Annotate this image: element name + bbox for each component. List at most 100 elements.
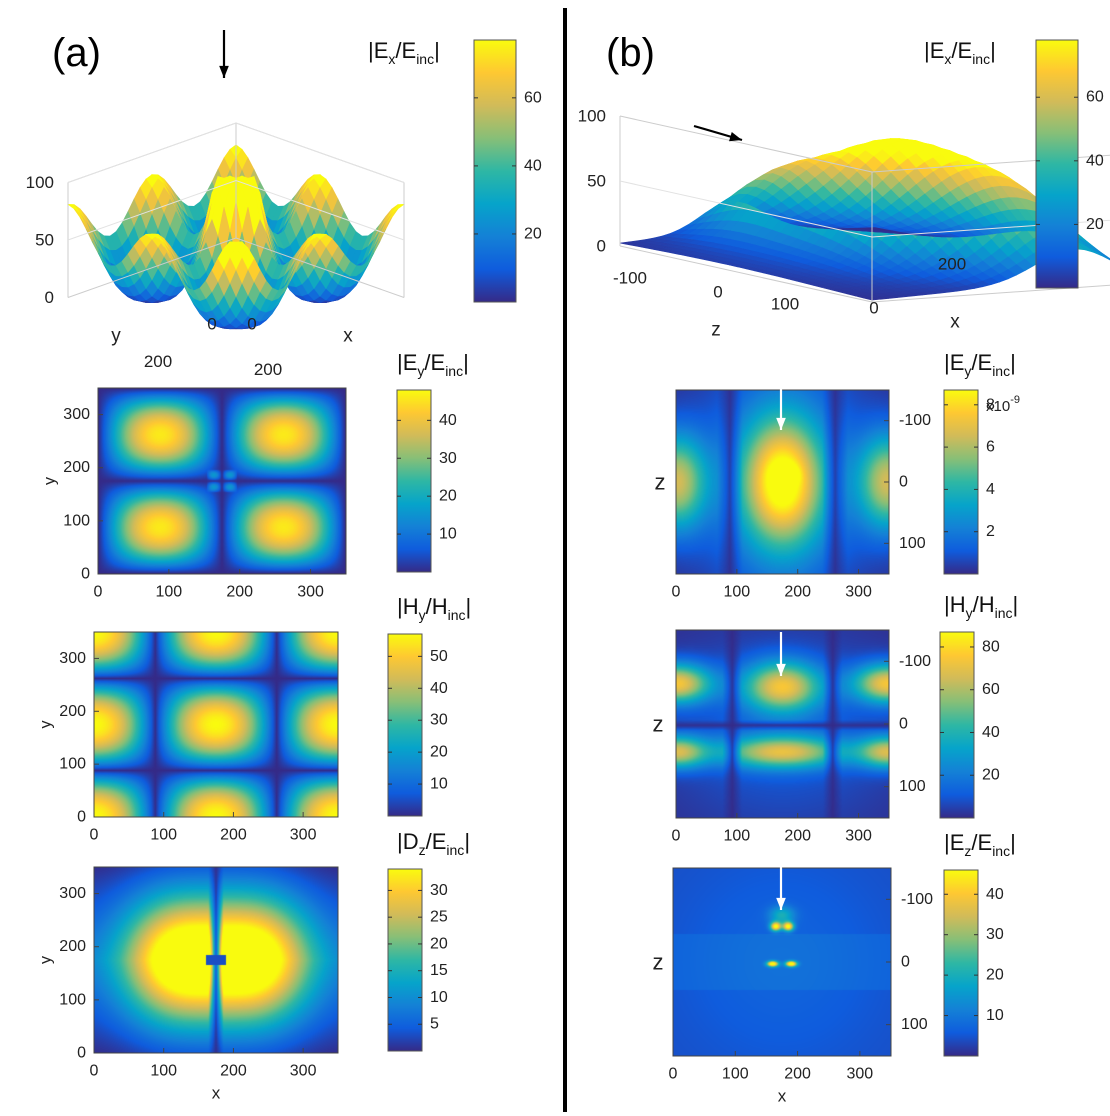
colorbar	[387, 868, 423, 1052]
colorbar-tick-label: 40	[439, 412, 457, 429]
grid-line	[871, 154, 1110, 173]
y-axis-label: y	[111, 326, 121, 347]
colorbar-tick-label: 10	[439, 526, 457, 543]
colorbar-tick-label: 20	[1086, 216, 1104, 233]
colorbar-tick-label: 20	[524, 225, 542, 242]
colorbar-tick-label: 6	[986, 439, 995, 456]
colorbar-tick-label: 5	[430, 1016, 439, 1033]
grid-line	[67, 237, 237, 298]
y-axis-label: z	[653, 712, 664, 737]
x-tick-label: 300	[290, 827, 317, 844]
grid-line	[871, 284, 1110, 303]
x-tick-label: 200	[226, 584, 253, 601]
colorbar-tick-label: 10	[430, 989, 448, 1006]
colorbar-tick-label: 20	[439, 488, 457, 505]
colorbar-tick-label: 60	[524, 89, 542, 106]
z-tick-label: 50	[587, 172, 606, 191]
grid-line	[67, 179, 405, 241]
y-tick-label: 0	[899, 474, 908, 491]
colorbar-tick-label: 50	[430, 648, 448, 665]
panel-label-b: (b)	[606, 31, 655, 75]
x-tick-label: 0	[247, 315, 256, 334]
y-tick-label: 200	[59, 938, 86, 955]
colorbar	[943, 869, 979, 1057]
colorbar	[939, 631, 975, 819]
colorbar-tick-label: 40	[524, 157, 542, 174]
y-tick-label: 0	[901, 954, 910, 971]
colorbar-tick-label: 10	[430, 776, 448, 793]
x-axis-label: z	[711, 320, 721, 341]
x-tick-label: 200	[784, 1066, 811, 1083]
probe-arrow-head	[776, 663, 786, 676]
x-tick-label: 0	[94, 584, 103, 601]
colorbar-tick-label: 20	[430, 744, 448, 761]
peak-arrow-head	[729, 131, 742, 142]
heatmap	[94, 867, 338, 1053]
colorbar-tick-label: 20	[986, 967, 1004, 984]
colorbar-tick-label: 20	[430, 935, 448, 952]
y-tick-label: 100	[899, 535, 926, 552]
x-tick-label: 100	[150, 827, 177, 844]
colorbar-tick-label: 10	[986, 1007, 1004, 1024]
z-tick-label: 0	[45, 288, 54, 307]
x-tick-label: 200	[220, 827, 247, 844]
chart-title: |Ex/Einc|	[924, 38, 996, 67]
grid-line	[619, 245, 873, 303]
colorbar-tick-label: 25	[430, 909, 448, 926]
y-tick-label: 200	[938, 255, 966, 274]
y-tick-label: 300	[59, 650, 86, 667]
colorbar	[943, 389, 979, 575]
x-tick-label: 300	[297, 584, 324, 601]
probe-arrow-head	[776, 897, 786, 910]
y-tick-label: 200	[59, 703, 86, 720]
colorbar-tick-label: 4	[986, 481, 995, 498]
chart-title: |Ex/Einc|	[368, 38, 440, 67]
colorbar-tick-label: 2	[986, 523, 995, 540]
x-tick-label: 100	[722, 1066, 749, 1083]
chart-title: |Ey/Einc|	[397, 350, 469, 379]
z-tick-label: 100	[26, 173, 54, 192]
colorbar-tick-label: 30	[986, 926, 1004, 943]
colorbar-tick-label: 60	[1086, 89, 1104, 106]
y-tick-label: 200	[63, 459, 90, 476]
y-tick-label: 0	[77, 809, 86, 826]
panel-label-a: (a)	[52, 31, 101, 75]
colorbar-tick-label: 15	[430, 962, 448, 979]
x-tick-label: 100	[156, 584, 183, 601]
colorbar	[473, 39, 517, 303]
x-axis-label: x	[212, 1084, 221, 1103]
y-tick-label: -100	[899, 653, 931, 670]
peak-arrow-head	[219, 65, 229, 78]
y-tick-label: 0	[81, 566, 90, 583]
chart-title: |Dz/Einc|	[397, 829, 470, 858]
x-tick-label: 300	[290, 1063, 317, 1080]
chart-title: |Hy/Hinc|	[397, 594, 471, 623]
colorbar-tick-label: 8	[986, 396, 995, 413]
x-tick-label: 100	[150, 1063, 177, 1080]
x-tick-label: 200	[784, 828, 811, 845]
x-tick-label: 100	[724, 828, 751, 845]
y-tick-label: -100	[899, 412, 931, 429]
grid-line	[235, 237, 405, 298]
y-tick-label: 300	[59, 885, 86, 902]
colorbar-tick-label: 30	[439, 450, 457, 467]
colorbar-exponent: x10-9	[986, 394, 1020, 415]
axes-frame	[93, 866, 339, 1054]
x-axis-label: x	[778, 1087, 787, 1106]
y-tick-label: 0	[77, 1045, 86, 1062]
x-tick-label: 0	[669, 1066, 678, 1083]
x-tick-label: 100	[724, 584, 751, 601]
y-tick-label: 100	[901, 1016, 928, 1033]
grid-line	[67, 122, 405, 183]
x-tick-label: 100	[771, 295, 799, 314]
axes-frame	[93, 631, 339, 818]
y-tick-label: 0	[899, 716, 908, 733]
heatmap	[94, 632, 338, 817]
x-tick-label: 200	[784, 584, 811, 601]
y-axis-label: y	[38, 721, 55, 729]
y-tick-label: 300	[63, 406, 90, 423]
surface-mesh	[67, 144, 405, 330]
y-axis-label: y	[38, 956, 55, 964]
